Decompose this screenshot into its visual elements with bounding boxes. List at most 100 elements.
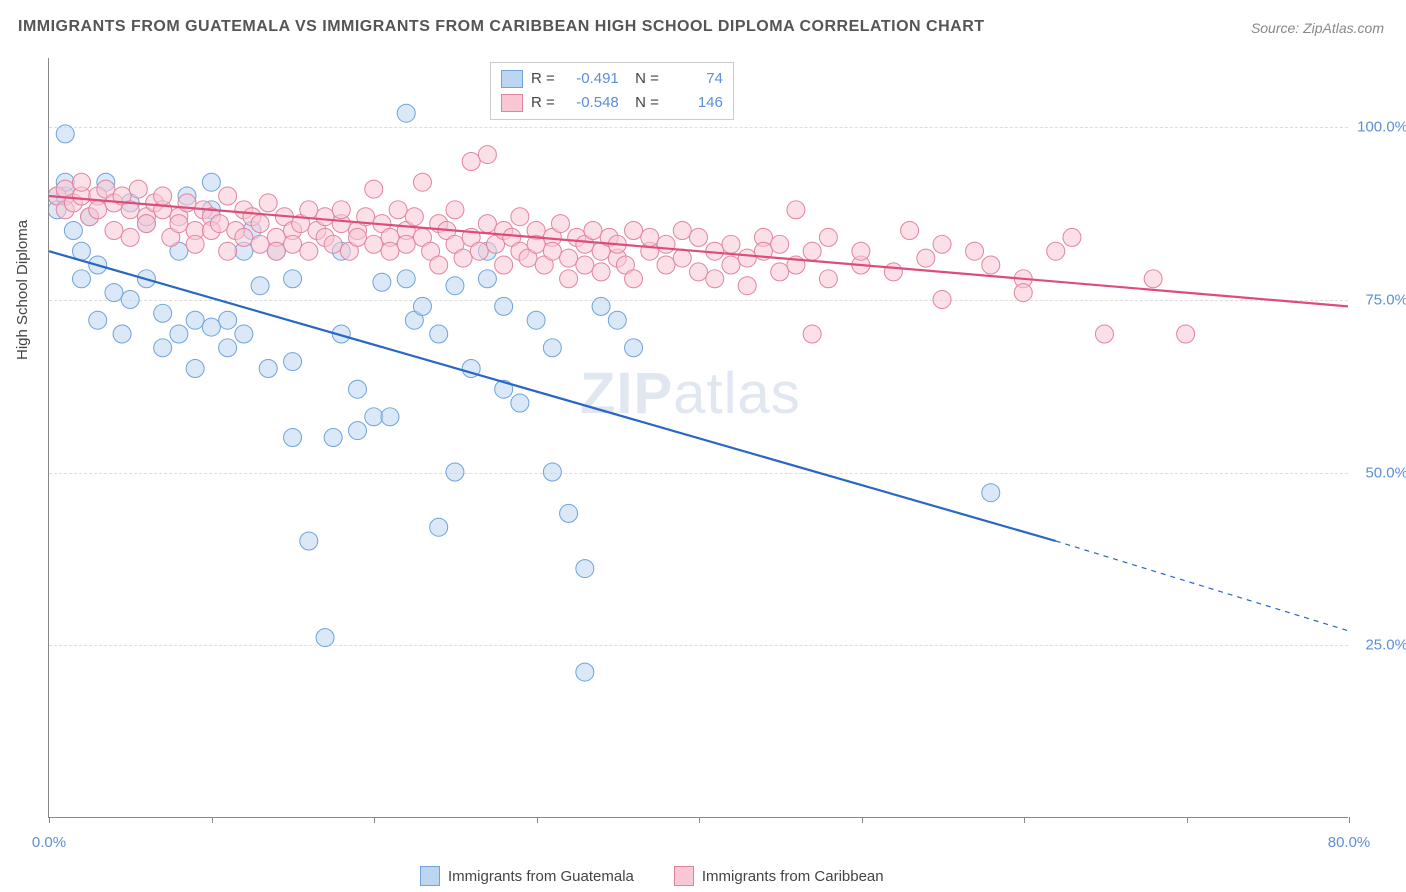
scatter-point bbox=[495, 256, 513, 274]
r-label: R = bbox=[531, 67, 555, 91]
y-tick-label: 100.0% bbox=[1357, 119, 1406, 136]
scatter-point bbox=[673, 222, 691, 240]
scatter-point bbox=[413, 173, 431, 191]
scatter-point bbox=[186, 235, 204, 253]
scatter-point bbox=[722, 256, 740, 274]
scatter-point bbox=[446, 201, 464, 219]
scatter-point bbox=[211, 215, 229, 233]
scatter-point bbox=[89, 311, 107, 329]
scatter-point bbox=[349, 228, 367, 246]
legend-swatch-caribbean bbox=[674, 866, 694, 886]
scatter-point bbox=[72, 173, 90, 191]
x-tick-label: 0.0% bbox=[32, 834, 66, 851]
scatter-point bbox=[625, 339, 643, 357]
scatter-point bbox=[551, 215, 569, 233]
swatch-guatemala bbox=[501, 70, 523, 88]
scatter-point bbox=[576, 256, 594, 274]
scatter-point bbox=[576, 663, 594, 681]
scatter-point bbox=[381, 242, 399, 260]
scatter-point bbox=[430, 256, 448, 274]
scatter-point bbox=[389, 201, 407, 219]
source-attribution: Source: ZipAtlas.com bbox=[1251, 20, 1384, 36]
scatter-point bbox=[819, 270, 837, 288]
legend-label-caribbean: Immigrants from Caribbean bbox=[702, 868, 884, 885]
scatter-point bbox=[1047, 242, 1065, 260]
scatter-point bbox=[129, 180, 147, 198]
scatter-point bbox=[933, 235, 951, 253]
trend-line bbox=[49, 251, 1056, 541]
scatter-point bbox=[349, 422, 367, 440]
n-value-caribbean: 146 bbox=[667, 91, 723, 115]
scatter-point bbox=[397, 235, 415, 253]
scatter-point bbox=[64, 222, 82, 240]
scatter-point bbox=[430, 518, 448, 536]
scatter-point bbox=[738, 277, 756, 295]
scatter-point bbox=[690, 228, 708, 246]
scatter-point bbox=[121, 291, 139, 309]
scatter-point bbox=[170, 215, 188, 233]
scatter-point bbox=[511, 394, 529, 412]
scatter-point bbox=[1063, 228, 1081, 246]
legend-swatch-guatemala bbox=[420, 866, 440, 886]
scatter-point bbox=[543, 242, 561, 260]
scatter-point bbox=[478, 215, 496, 233]
legend-label-guatemala: Immigrants from Guatemala bbox=[448, 868, 634, 885]
trend-line-extension bbox=[1056, 541, 1348, 631]
scatter-point bbox=[219, 339, 237, 357]
r-value-guatemala: -0.491 bbox=[563, 67, 619, 91]
scatter-point bbox=[284, 353, 302, 371]
scatter-point bbox=[105, 222, 123, 240]
n-label: N = bbox=[627, 91, 659, 115]
legend-bottom: Immigrants from Guatemala Immigrants fro… bbox=[420, 866, 884, 886]
scatter-point bbox=[446, 277, 464, 295]
scatter-point bbox=[202, 173, 220, 191]
correlation-stats-box: R = -0.491 N = 74 R = -0.548 N = 146 bbox=[490, 62, 734, 120]
scatter-point bbox=[1177, 325, 1195, 343]
scatter-point bbox=[478, 146, 496, 164]
scatter-point bbox=[219, 242, 237, 260]
scatter-point bbox=[397, 104, 415, 122]
scatter-point bbox=[560, 249, 578, 267]
scatter-point bbox=[527, 311, 545, 329]
n-value-guatemala: 74 bbox=[667, 67, 723, 91]
scatter-point bbox=[154, 339, 172, 357]
scatter-point bbox=[592, 297, 610, 315]
scatter-point bbox=[186, 360, 204, 378]
scatter-point bbox=[706, 270, 724, 288]
n-label: N = bbox=[627, 67, 659, 91]
legend-item-guatemala: Immigrants from Guatemala bbox=[420, 866, 634, 886]
scatter-point bbox=[673, 249, 691, 267]
scatter-point bbox=[495, 297, 513, 315]
scatter-point bbox=[446, 463, 464, 481]
scatter-point bbox=[259, 360, 277, 378]
scatter-point bbox=[56, 125, 74, 143]
scatter-point bbox=[803, 325, 821, 343]
scatter-point bbox=[284, 235, 302, 253]
r-label: R = bbox=[531, 91, 555, 115]
scatter-point bbox=[584, 222, 602, 240]
scatter-point bbox=[332, 201, 350, 219]
scatter-point bbox=[202, 318, 220, 336]
scatter-point bbox=[284, 429, 302, 447]
scatter-point bbox=[625, 270, 643, 288]
y-tick-label: 75.0% bbox=[1365, 291, 1406, 308]
y-tick-label: 25.0% bbox=[1365, 637, 1406, 654]
scatter-point bbox=[690, 263, 708, 281]
scatter-point bbox=[316, 629, 334, 647]
scatter-point bbox=[478, 270, 496, 288]
scatter-point bbox=[1014, 284, 1032, 302]
stat-row-guatemala: R = -0.491 N = 74 bbox=[501, 67, 723, 91]
scatter-point bbox=[349, 380, 367, 398]
scatter-point bbox=[413, 297, 431, 315]
scatter-point bbox=[560, 504, 578, 522]
scatter-point bbox=[657, 235, 675, 253]
scatter-point bbox=[72, 270, 90, 288]
scatter-point bbox=[170, 325, 188, 343]
scatter-point bbox=[235, 325, 253, 343]
scatter-point bbox=[300, 532, 318, 550]
scatter-point bbox=[235, 228, 253, 246]
scatter-point bbox=[608, 311, 626, 329]
scatter-point bbox=[560, 270, 578, 288]
scatter-point bbox=[430, 325, 448, 343]
scatter-point bbox=[470, 242, 488, 260]
